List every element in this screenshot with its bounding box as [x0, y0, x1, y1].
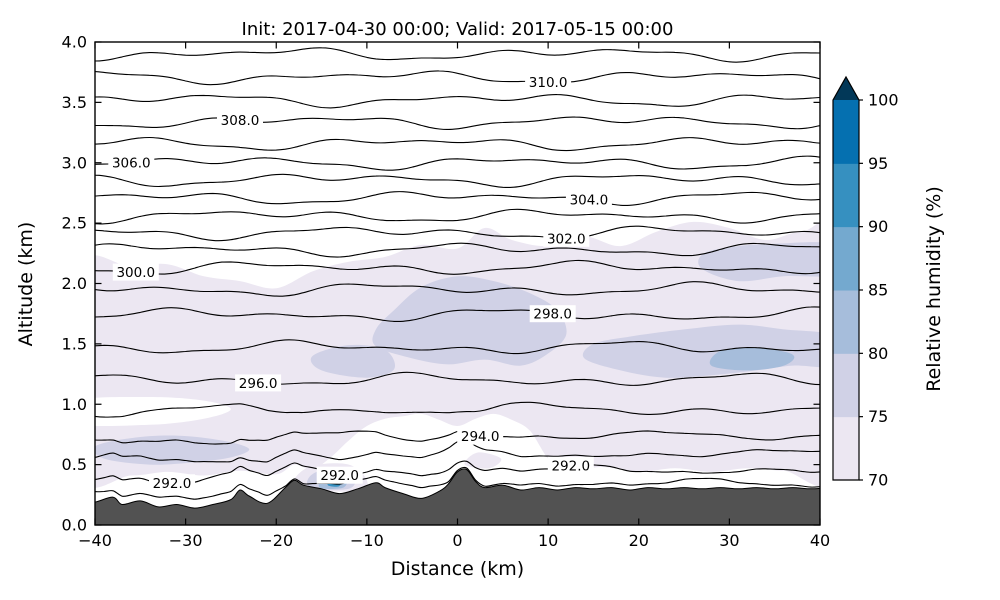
humidity-region-75-80 — [310, 344, 396, 378]
contour-label: 300.0 — [116, 265, 155, 281]
contour-label-box — [112, 263, 159, 281]
contour-line-302 — [95, 225, 820, 242]
contour-label-box — [457, 427, 504, 445]
contour-line-309 — [95, 94, 820, 109]
contour-label-box — [316, 466, 363, 484]
y-tick-label: 2.0 — [62, 274, 87, 293]
contour-label: 296.0 — [239, 376, 278, 392]
contour-label: 292.0 — [551, 458, 590, 474]
contour-line-301 — [95, 242, 820, 258]
contour-line-305 — [95, 173, 820, 188]
colorbar-tick-label: 100 — [868, 91, 899, 110]
contour-line-311 — [95, 47, 820, 63]
y-tick-label: 3.5 — [62, 93, 87, 112]
contour-line-303 — [95, 208, 820, 225]
y-tick-label: 0.5 — [62, 455, 87, 474]
contour-line-299 — [95, 281, 820, 297]
contour-line-292 — [95, 460, 820, 485]
colorbar-segment — [833, 416, 859, 481]
y-axis-label: Altitude (km) — [15, 221, 37, 347]
contour-label: 304.0 — [570, 193, 609, 209]
contour-label: 298.0 — [533, 307, 572, 323]
contour-label-box — [108, 153, 155, 171]
colorbar: 70 75 80 85 90 95 100 — [832, 75, 899, 490]
contour-line-300 — [95, 259, 820, 275]
contour-label: 310.0 — [529, 75, 568, 91]
y-tick-label: 1.0 — [62, 395, 87, 414]
colorbar-tick-label: 95 — [868, 154, 888, 173]
colorbar-extend-arrow — [833, 77, 859, 100]
y-tick-label: 1.5 — [62, 334, 87, 353]
contour-label: 294.0 — [461, 429, 500, 445]
colorbar-segment — [833, 100, 859, 164]
colorbar-tick-label: 85 — [868, 281, 888, 300]
colorbar-tick-label: 75 — [868, 407, 888, 426]
colorbar-segment — [833, 290, 859, 354]
y-tick-label: 4.0 — [62, 33, 87, 52]
x-tick-label: 10 — [538, 531, 558, 550]
contour-labels: 310.0 308.0 306.0 304.0 302.0 300.0 298.0 296.0… — [108, 73, 612, 492]
y-tick-label: 3.0 — [62, 153, 87, 172]
contour-line-296 — [95, 371, 820, 386]
colorbar-label: Relative humidity (%) — [923, 186, 945, 392]
contour-label-box — [547, 456, 594, 474]
contour-label-box — [565, 191, 612, 208]
contour-line-310 — [95, 70, 820, 86]
contour-label-box — [543, 229, 590, 247]
colorbar-tick-label: 90 — [868, 217, 888, 236]
x-tick-label: −20 — [259, 531, 293, 550]
humidity-region-80-85 — [709, 347, 795, 371]
humidity-region-75-80 — [95, 435, 250, 465]
x-tick-label: 0 — [452, 531, 462, 550]
x-tick-label: 40 — [810, 531, 830, 550]
x-tick-label: 30 — [719, 531, 739, 550]
x-tick-label: 20 — [629, 531, 649, 550]
colorbar-segment — [833, 226, 859, 291]
colorbar-outline — [832, 75, 860, 481]
contour-line-307 — [95, 136, 820, 152]
y-tick-label: 0.0 — [62, 516, 87, 535]
contour-label: 302.0 — [547, 231, 586, 247]
colorbar-segment — [833, 353, 859, 418]
humidity-region-75-80 — [372, 276, 567, 366]
contour-line-297 — [95, 339, 820, 355]
humidity-region-<70 — [95, 396, 231, 427]
humidity-region-75-80 — [698, 242, 820, 282]
contour-label-box — [235, 374, 282, 392]
humidity-shading — [95, 221, 820, 492]
contour-label: 292.0 — [320, 468, 359, 484]
contour-line-304 — [95, 191, 820, 206]
contour-label-box — [149, 474, 195, 492]
contour-label-box — [529, 305, 576, 323]
x-tick-label: −10 — [350, 531, 384, 550]
contour-line-306 — [95, 155, 820, 171]
colorbar-tick-label: 80 — [868, 344, 888, 363]
x-tick-label: −30 — [169, 531, 203, 550]
y-tick-label: 2.5 — [62, 214, 87, 233]
plot-title: Init: 2017-04-30 00:00; Valid: 2017-05-1… — [241, 19, 674, 40]
x-axis-label: Distance (km) — [390, 558, 525, 580]
terrain — [95, 468, 820, 525]
contour-label: 308.0 — [221, 113, 260, 129]
axes: −40 −30 −20 −10 0 10 20 30 40 0.0 0.5 1.0 1.5 2.0 2.5 3… — [62, 33, 831, 551]
contour-label: 292.0 — [153, 476, 192, 492]
colorbar-segment — [833, 163, 859, 228]
contour-line-298 — [95, 306, 820, 323]
contour-label-box — [217, 111, 263, 129]
contour-label-box — [525, 73, 572, 91]
colorbar-tick-label: 70 — [868, 471, 888, 490]
humidity-region-70-75 — [464, 452, 502, 469]
contour-line-308 — [95, 116, 820, 130]
terrain-fill — [95, 468, 820, 525]
x-tick-label: −40 — [78, 531, 112, 550]
contour-line-295 — [95, 401, 820, 418]
contour-lines — [95, 47, 820, 500]
contour-label: 306.0 — [112, 155, 151, 171]
contour-line-291 — [95, 466, 820, 500]
